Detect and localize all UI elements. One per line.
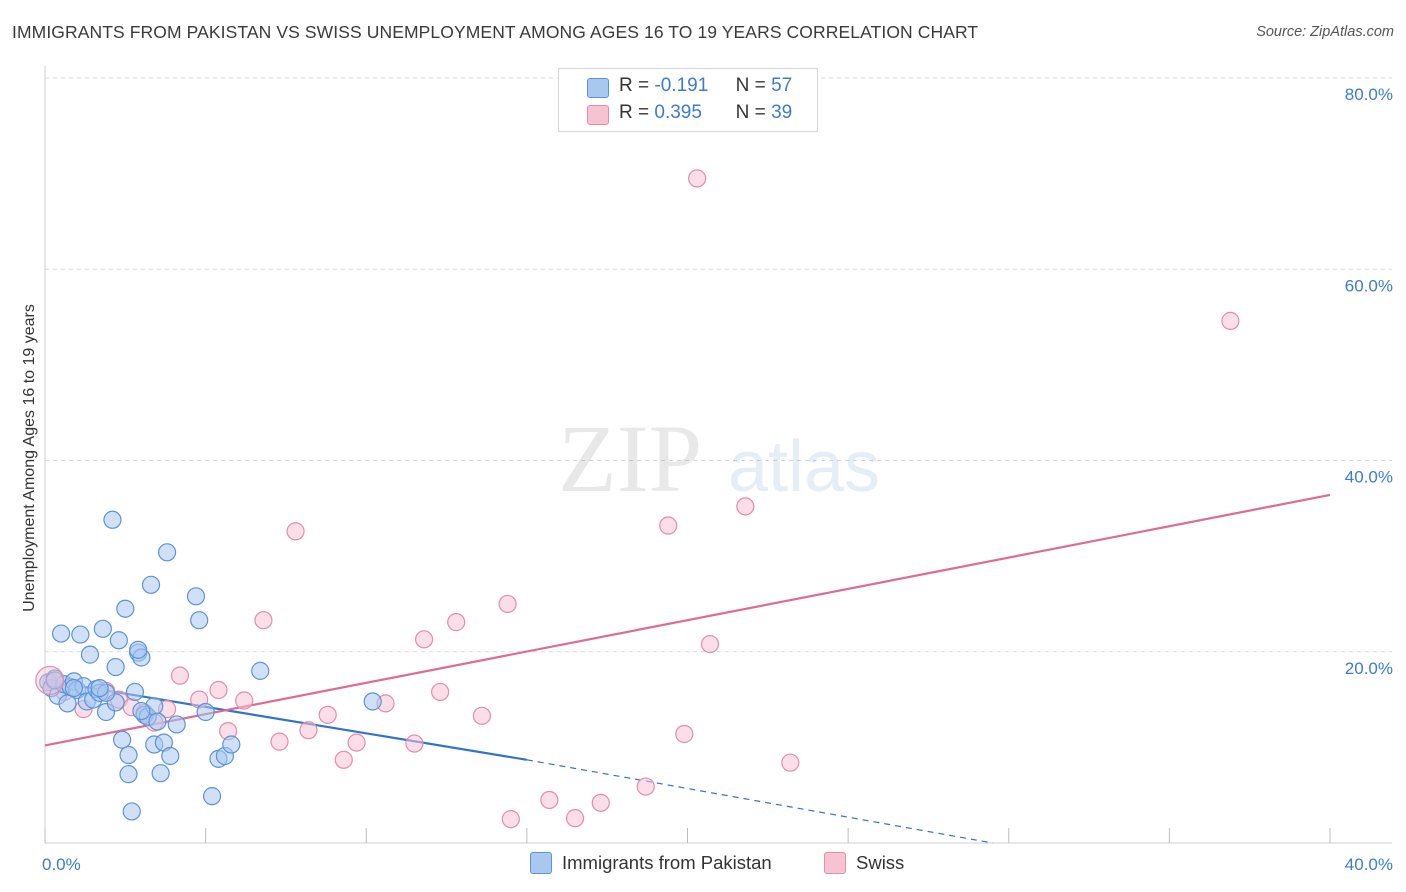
data-point-pakistan <box>186 587 206 606</box>
legend-n-value: 39 <box>771 102 793 123</box>
legend-item-pakistan[interactable]: Immigrants from Pakistan <box>530 852 772 874</box>
trend-line-pakistan-extension <box>526 759 993 844</box>
data-point-swiss <box>334 750 353 769</box>
data-point-swiss <box>431 682 450 702</box>
data-point-cluster <box>35 665 65 696</box>
legend-swatch-pakistan <box>587 78 609 98</box>
data-point-swiss <box>540 790 559 810</box>
x-tick-label: 0.0% <box>42 855 81 874</box>
y-tick-label: 40.0% <box>1345 468 1393 487</box>
data-point-pakistan <box>51 624 71 643</box>
axes <box>44 66 1392 844</box>
data-point-swiss <box>318 705 337 724</box>
data-point-swiss <box>1221 311 1240 330</box>
data-points <box>35 169 1240 829</box>
legend-label-pakistan: Immigrants from Pakistan <box>562 852 772 873</box>
legend-row-pakistan: R = -0.191 N = 57 <box>619 75 792 97</box>
legend-swatch-swiss <box>587 105 609 125</box>
data-point-swiss <box>299 721 318 740</box>
data-point-pakistan <box>151 764 170 783</box>
legend-label-swiss: Swiss <box>856 852 905 873</box>
data-point-pakistan <box>190 611 209 630</box>
legend-n-label: N = <box>735 102 766 123</box>
data-point-pakistan <box>141 575 161 594</box>
data-point-swiss <box>736 497 755 516</box>
data-point-swiss <box>700 634 720 654</box>
legend-r-value: 0.395 <box>654 102 702 123</box>
data-point-pakistan <box>93 619 112 638</box>
data-point-swiss <box>254 611 273 630</box>
data-point-pakistan <box>129 640 148 659</box>
data-point-pakistan <box>196 702 215 722</box>
data-point-pakistan <box>122 802 141 821</box>
data-point-swiss <box>501 809 520 829</box>
data-point-pakistan <box>363 692 382 711</box>
gridlines <box>45 77 1392 653</box>
data-point-pakistan <box>109 631 128 650</box>
data-point-swiss <box>688 169 707 188</box>
data-point-swiss <box>472 706 491 725</box>
legend-n-value: 57 <box>771 75 793 96</box>
data-point-pakistan <box>157 543 177 562</box>
legend-r-label: R = <box>619 75 650 96</box>
watermark: ZIP atlas <box>558 405 880 512</box>
trend-line-swiss <box>44 493 1331 747</box>
data-point-pakistan <box>222 735 241 754</box>
x-tick-label: 40.0% <box>1345 855 1393 874</box>
legend-row-swiss: R = 0.395 N = 39 <box>619 102 792 124</box>
data-point-pakistan <box>71 625 90 644</box>
data-point-swiss <box>675 724 694 744</box>
data-point-swiss <box>405 734 424 753</box>
data-point-pakistan <box>202 787 222 806</box>
data-point-swiss <box>636 777 655 796</box>
data-point-pakistan <box>167 715 186 734</box>
legend-item-swiss[interactable]: Swiss <box>824 852 904 874</box>
watermark-zip: ZIP <box>558 405 702 512</box>
data-point-pakistan <box>112 730 132 749</box>
data-point-swiss <box>170 666 190 685</box>
chart-title: IMMIGRANTS FROM PAKISTAN VS SWISS UNEMPL… <box>12 22 979 42</box>
y-tick-label: 80.0% <box>1345 85 1393 104</box>
legend-r-value: -0.191 <box>654 75 709 96</box>
data-point-swiss <box>235 691 254 710</box>
data-point-pakistan <box>106 657 125 677</box>
trend-lines <box>44 493 1331 844</box>
data-point-swiss <box>565 809 585 828</box>
data-point-pakistan <box>45 671 64 690</box>
data-point-pakistan <box>251 661 270 680</box>
data-point-pakistan <box>125 682 145 702</box>
data-point-swiss <box>347 733 366 752</box>
legend-r-label: R = <box>619 102 650 123</box>
data-point-swiss <box>591 793 610 812</box>
data-point-swiss <box>286 522 305 541</box>
data-point-swiss <box>270 732 289 751</box>
data-point-pakistan <box>119 745 138 765</box>
data-point-swiss <box>209 680 228 700</box>
legend-n-label: N = <box>735 75 766 96</box>
data-point-pakistan <box>161 746 180 766</box>
data-point-pakistan <box>103 510 122 529</box>
watermark-atlas: atlas <box>728 427 880 507</box>
stats-legend: R = -0.191 N = 57 R = 0.395 N = 39 <box>558 68 818 132</box>
data-point-pakistan <box>148 712 167 731</box>
data-point-swiss <box>414 630 434 649</box>
data-point-pakistan <box>80 645 100 664</box>
data-point-swiss <box>447 613 466 632</box>
legend-swatch-pakistan <box>530 852 552 874</box>
data-point-pakistan <box>132 701 151 721</box>
data-point-pakistan <box>119 765 138 784</box>
tick-labels: 20.0% 40.0% 60.0% 80.0% 0.0% 40.0% <box>42 85 1393 874</box>
data-point-swiss <box>498 594 517 614</box>
y-tick-label: 20.0% <box>1345 659 1393 678</box>
data-point-pakistan <box>90 678 109 698</box>
series-legend: Immigrants from Pakistan Swiss <box>0 852 1406 878</box>
data-point-swiss <box>781 753 800 772</box>
legend-swatch-swiss <box>824 852 846 874</box>
y-tick-label: 60.0% <box>1345 276 1393 295</box>
data-point-pakistan <box>116 599 135 618</box>
source-label: Source: ZipAtlas.com <box>1256 24 1394 40</box>
data-point-pakistan <box>64 678 84 698</box>
data-point-swiss <box>659 516 678 535</box>
